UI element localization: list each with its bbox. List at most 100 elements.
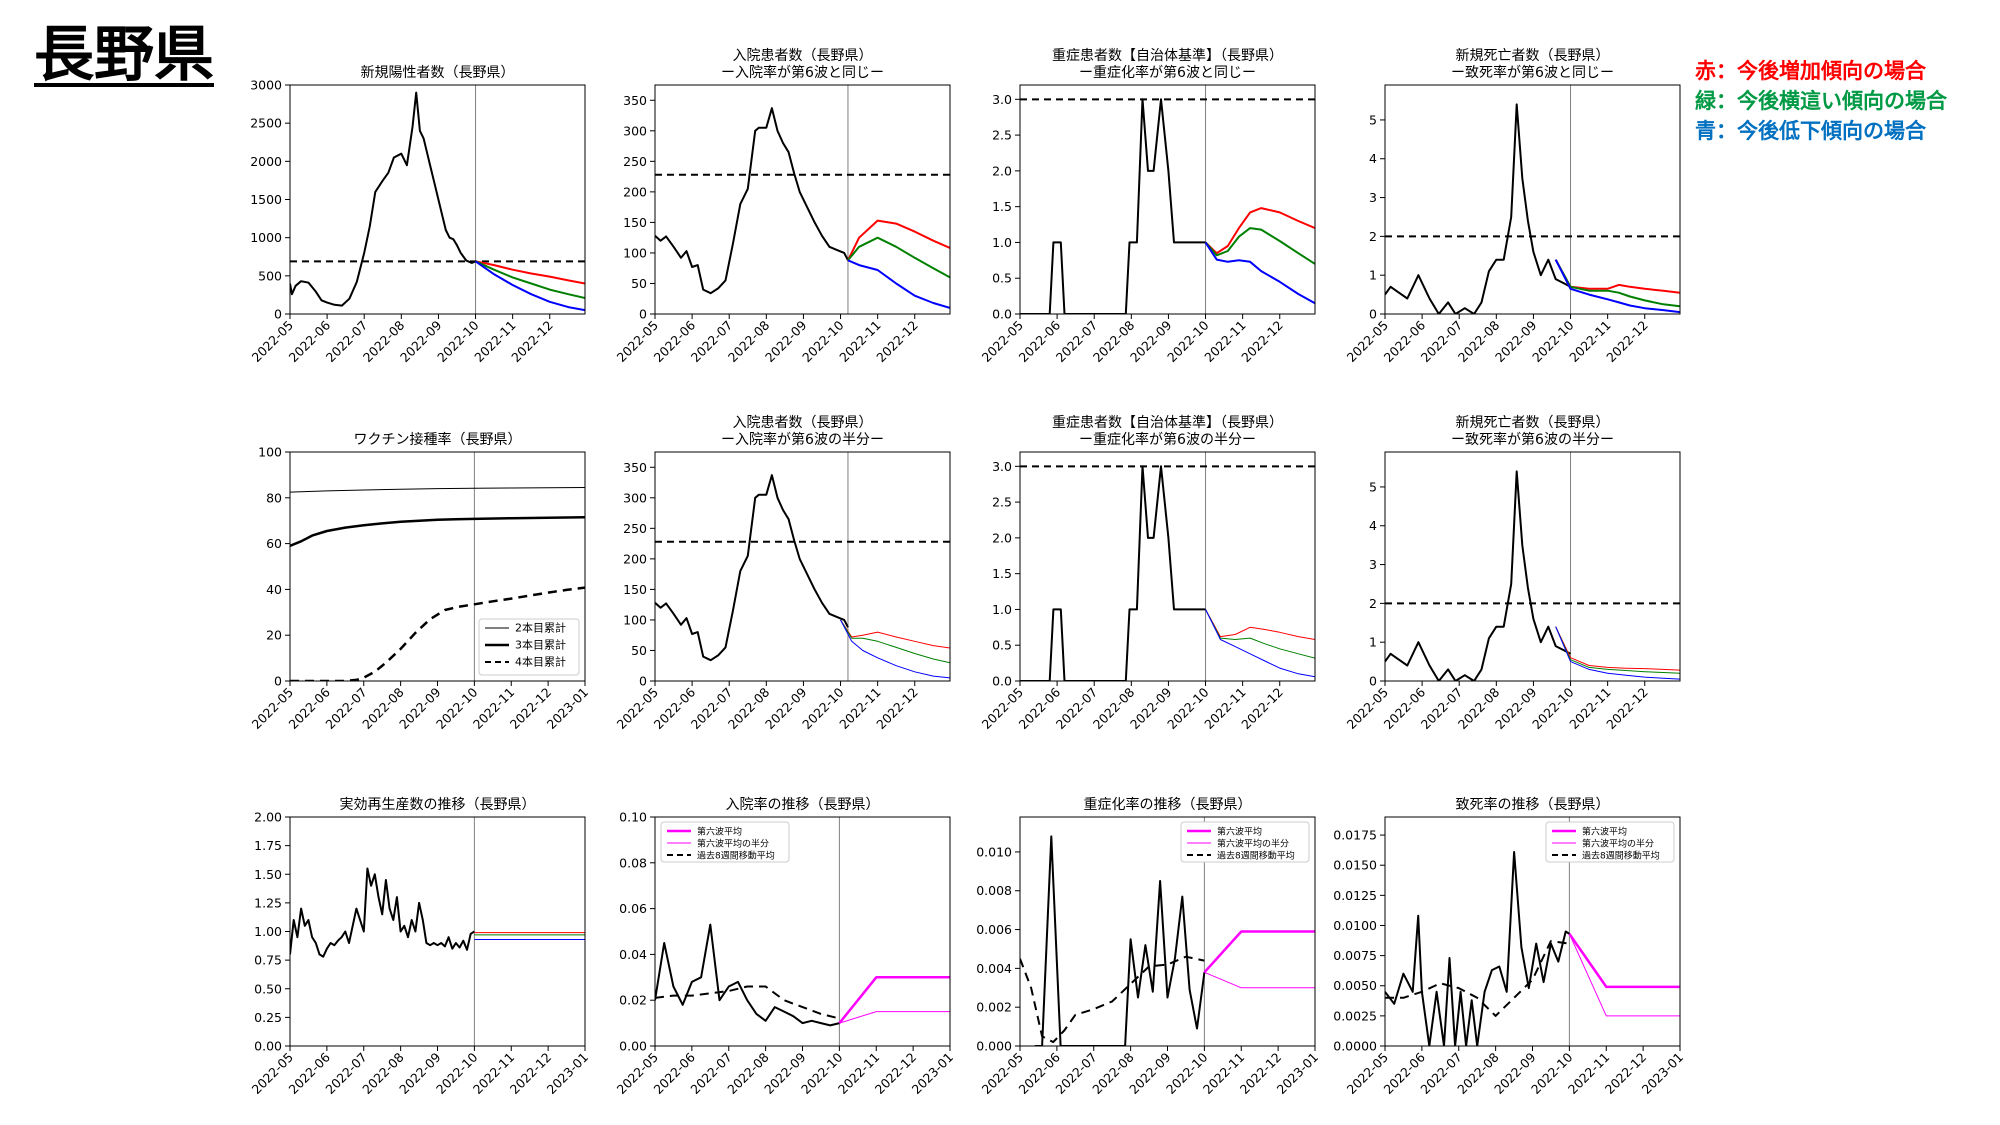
y-tick-label: 0.5 xyxy=(992,271,1012,286)
plot-area xyxy=(1385,817,1680,1046)
chart-title: 実効再生産数の推移（長野県） xyxy=(340,797,536,813)
y-tick-label: 3 xyxy=(1369,190,1377,205)
y-tick-label: 0.02 xyxy=(619,993,647,1008)
series-line-1 xyxy=(290,867,475,958)
y-tick-label: 0.0 xyxy=(992,674,1012,689)
chart-title: 重症患者数【自治体基準】（長野県） xyxy=(1052,414,1283,431)
y-tick-label: 0.04 xyxy=(619,947,647,962)
axes-frame xyxy=(289,84,586,315)
chart-title: 入院率の推移（長野県） xyxy=(726,796,880,813)
y-tick-label: 50 xyxy=(631,276,647,291)
axes-frame xyxy=(1384,816,1681,1047)
y-tick-label: 0.50 xyxy=(254,981,282,996)
series-line-3 xyxy=(1203,930,1315,974)
axes-frame xyxy=(289,451,586,682)
chart-7: 重症患者数【自治体基準】（長野県）ー重症化率が第6波の半分ー 0.0 0.5 1.0 1… xyxy=(979,414,1316,732)
y-tick-label: 0.0150 xyxy=(1333,858,1377,873)
y-tick-label: 2.5 xyxy=(992,495,1012,510)
y-tick-label: 300 xyxy=(623,123,647,138)
y-tick-label: 0.0000 xyxy=(1333,1039,1377,1054)
series-line-4 xyxy=(840,619,950,679)
series-line-1 xyxy=(1034,835,1206,1046)
y-tick-label: 0.010 xyxy=(976,844,1012,859)
series-line-3 xyxy=(1554,259,1680,308)
y-tick-label: 0.75 xyxy=(254,953,282,968)
y-tick-label: 0 xyxy=(1369,674,1377,689)
chart-title: 入院患者数（長野県） xyxy=(733,415,873,431)
plot-area xyxy=(290,817,585,1046)
series-line-1 xyxy=(1020,465,1206,681)
y-tick-label: 350 xyxy=(623,93,647,108)
legend-frame xyxy=(1545,821,1675,863)
chart-9: 実効再生産数の推移（長野県） 0.00 0.25 0.50 0.75 1.00 1.25 1.… xyxy=(249,797,592,1097)
y-tick-label: 2.00 xyxy=(254,810,282,825)
chart-legend: 2本目累計 3本目累計 4本目累計 xyxy=(478,618,580,676)
series-line-1 xyxy=(655,923,840,1027)
legend-frame xyxy=(478,618,580,676)
y-tick-label: 0.10 xyxy=(619,810,647,825)
plot-area xyxy=(655,85,950,314)
chart-title: ー致死率が第6波の半分ー xyxy=(1451,431,1614,448)
chart-1: 新規陽性者数（長野県） 0 500 1000 1500 2000 2500 3000 2022-… xyxy=(249,65,586,366)
y-tick-label: 0.0 xyxy=(992,307,1012,322)
y-tick-label: 20 xyxy=(266,628,282,643)
chart-6: 入院患者数（長野県）ー入院率が第6波の半分ー 0 50 100 150 200 250 300… xyxy=(614,415,951,732)
y-tick-label: 1 xyxy=(1369,635,1377,650)
x-tick-label: 2022-12 xyxy=(1603,685,1651,733)
legend-label: 第六波平均 xyxy=(1582,826,1627,838)
series-line-2 xyxy=(847,219,950,261)
legend-label: 2本目累計 xyxy=(515,621,566,635)
legend-label: 3本目累計 xyxy=(515,638,566,652)
y-tick-label: 0.0075 xyxy=(1333,948,1377,963)
chart-title: 新規死亡者数（長野県） xyxy=(1456,48,1610,64)
chart-title: 新規死亡者数（長野県） xyxy=(1456,415,1610,431)
series-line-4 xyxy=(1205,609,1315,678)
series-line-2 xyxy=(290,516,585,548)
series-line-2 xyxy=(475,260,585,285)
x-tick-label: 2022-12 xyxy=(1238,318,1286,366)
chart-8: 新規死亡者数（長野県）ー致死率が第6波の半分ー0123452022-052022… xyxy=(1344,415,1681,733)
legend-label: 第六波平均 xyxy=(697,826,742,838)
y-tick-label: 0.000 xyxy=(976,1039,1012,1054)
chart-title: 入院患者数（長野県） xyxy=(733,48,873,64)
y-tick-label: 0.006 xyxy=(976,922,1012,937)
y-tick-label: 1000 xyxy=(250,230,282,245)
plot-area xyxy=(1020,85,1315,314)
y-tick-label: 0.0050 xyxy=(1333,978,1377,993)
legend-frame xyxy=(660,821,790,863)
x-tick-label: 2022-12 xyxy=(508,318,556,366)
y-tick-label: 100 xyxy=(258,445,282,460)
chart-5: ワクチン接種率（長野県）0204060801002022-052022-0620… xyxy=(249,431,592,732)
y-tick-label: 0.008 xyxy=(976,883,1012,898)
y-tick-label: 0.25 xyxy=(254,1010,282,1025)
series-line-4 xyxy=(1554,259,1680,314)
series-line-4 xyxy=(1204,971,1315,989)
axes-frame xyxy=(1019,816,1316,1047)
y-tick-label: 2000 xyxy=(250,154,282,169)
series-line-3 xyxy=(1205,609,1315,659)
y-tick-label: 4 xyxy=(1369,518,1377,533)
y-tick-label: 1.5 xyxy=(992,199,1012,214)
plot-area xyxy=(1385,452,1680,681)
plot-area xyxy=(1020,452,1315,681)
legend-label: 第六波平均の半分 xyxy=(1582,838,1654,850)
y-tick-label: 0.00 xyxy=(619,1039,647,1054)
series-line-3 xyxy=(290,586,585,681)
y-tick-label: 0 xyxy=(639,307,647,322)
y-tick-label: 0.08 xyxy=(619,855,647,870)
series-line-1 xyxy=(655,474,849,662)
series-line-2 xyxy=(1385,940,1570,1017)
y-tick-label: 2.0 xyxy=(992,530,1012,545)
chart-10: 入院率の推移（長野県）0.000.020.040.060.080.102022-… xyxy=(614,796,957,1097)
y-tick-label: 0.004 xyxy=(976,961,1012,976)
series-line-2 xyxy=(1555,626,1680,671)
chart-title: ー致死率が第6波と同じー xyxy=(1451,64,1614,81)
series-line-1 xyxy=(1020,98,1206,314)
y-tick-label: 200 xyxy=(623,184,647,199)
series-line-3 xyxy=(838,976,950,1024)
chart-title: ー重症化率が第6波の半分ー xyxy=(1079,431,1256,448)
y-tick-label: 0.0100 xyxy=(1333,918,1377,933)
y-tick-label: 50 xyxy=(631,643,647,658)
axes-frame xyxy=(654,84,951,315)
